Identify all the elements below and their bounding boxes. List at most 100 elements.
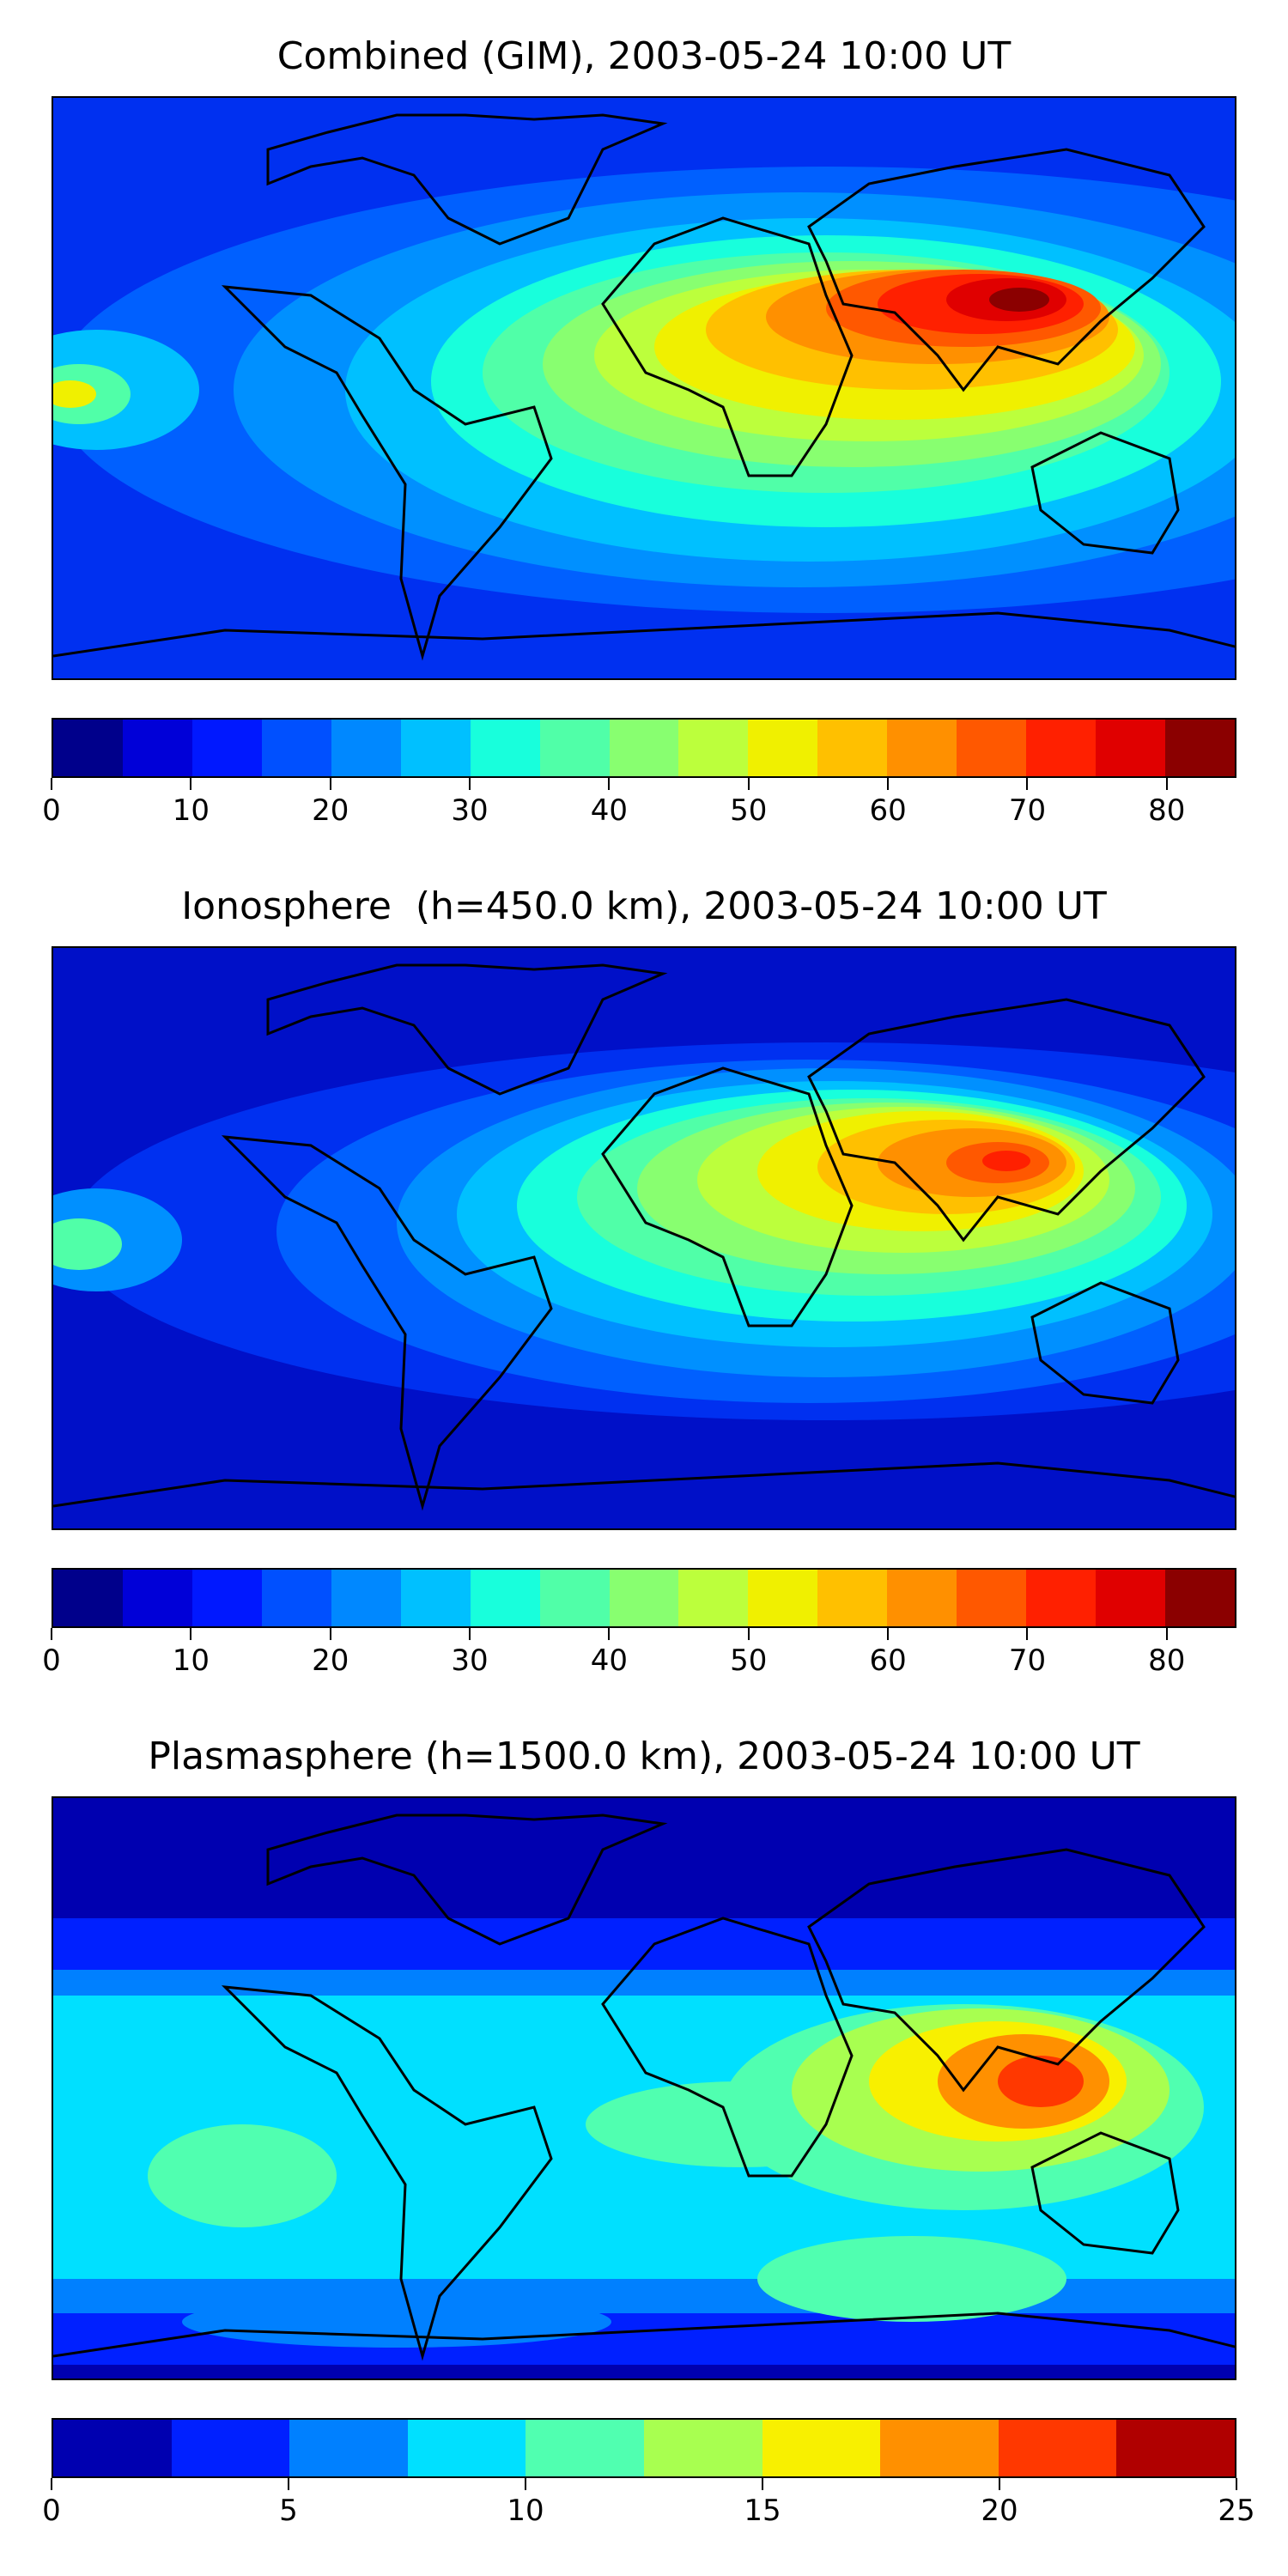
- colorbar-tick: [51, 2478, 52, 2490]
- colorbar-tick-label: 20: [312, 793, 349, 828]
- colorbar-tick-label: 40: [590, 1643, 629, 1678]
- colorbar-segment: [817, 1570, 888, 1626]
- colorbar-ionosphere: [52, 1568, 1236, 1628]
- colorbar-tick: [1165, 1628, 1168, 1640]
- colorbar-segment: [53, 2420, 172, 2476]
- map-plasmasphere: [52, 1796, 1236, 2380]
- colorbar-segment: [643, 2420, 762, 2476]
- colorbar-tick: [747, 1628, 750, 1640]
- colorbar-tick-label: 0: [42, 2494, 61, 2528]
- colorbar-tick-label: 80: [1148, 793, 1186, 828]
- colorbar-tick-label: 0: [42, 1643, 61, 1678]
- colorbar-tick: [525, 2478, 526, 2490]
- colorbar-segment: [678, 1570, 749, 1626]
- colorbar-segment: [191, 720, 262, 776]
- colorbar-tick: [762, 2478, 763, 2490]
- colorbar-tick-label: 70: [1008, 1643, 1047, 1678]
- colorbar-segment: [609, 720, 679, 776]
- colorbar-segment: [191, 1570, 262, 1626]
- colorbar-tick: [1026, 778, 1029, 790]
- coastline: [53, 113, 1235, 661]
- colorbar-segment: [400, 1570, 471, 1626]
- colorbar-plasmasphere: [52, 2418, 1236, 2478]
- colorbar-tick-label: 5: [279, 2494, 298, 2528]
- colorbar-tick: [747, 778, 750, 790]
- colorbar-segment: [1165, 720, 1235, 776]
- colorbar-tick: [1236, 2478, 1237, 2490]
- colorbar-segment: [122, 1570, 192, 1626]
- colorbar-segment: [171, 2420, 290, 2476]
- colorbar-segment: [539, 1570, 610, 1626]
- colorbar-segment: [817, 720, 888, 776]
- colorbar-segment: [678, 720, 749, 776]
- colorbar-tick-label: 50: [730, 793, 768, 828]
- colorbar-segment: [331, 720, 401, 776]
- colorbar-tick-label: 10: [172, 793, 210, 828]
- colorbar-segment: [470, 1570, 540, 1626]
- panel-title-plasmasphere: Plasmasphere (h=1500.0 km), 2003-05-24 1…: [148, 1735, 1140, 1778]
- colorbar-tick-label: 60: [869, 793, 907, 828]
- colorbar-combined: [52, 718, 1236, 778]
- colorbar-tick-label: 50: [730, 1643, 768, 1678]
- colorbar-tick: [190, 778, 192, 790]
- colorbar-tick: [51, 778, 52, 790]
- colorbar-segment: [880, 2420, 999, 2476]
- colorbar-tick: [887, 1628, 890, 1640]
- colorbar-tick-label: 20: [312, 1643, 349, 1678]
- colorbar-tick-label: 20: [981, 2494, 1018, 2528]
- colorbar-tick: [51, 1628, 52, 1640]
- colorbar-tick-label: 10: [507, 2494, 544, 2528]
- colorbar-tick-label: 30: [451, 1643, 489, 1678]
- colorbar-tick: [190, 1628, 192, 1640]
- colorbar-segment: [1026, 1570, 1097, 1626]
- colorbar-segment: [1165, 1570, 1235, 1626]
- colorbar-tick-label: 15: [744, 2494, 781, 2528]
- colorbar-segment: [122, 720, 192, 776]
- colorbar-segment: [539, 720, 610, 776]
- map-combined: [52, 96, 1236, 680]
- colorbar-segment: [526, 2420, 644, 2476]
- colorbar-tick-label: 25: [1218, 2494, 1255, 2528]
- colorbar-tick: [1165, 778, 1168, 790]
- colorbar-tick: [469, 1628, 471, 1640]
- colorbar-segment: [261, 720, 331, 776]
- colorbar-tick: [288, 2478, 289, 2490]
- map-ionosphere: [52, 946, 1236, 1530]
- panel-title-combined: Combined (GIM), 2003-05-24 10:00 UT: [276, 34, 1012, 78]
- colorbar-segment: [1116, 2420, 1235, 2476]
- colorbar-tick-label: 80: [1148, 1643, 1186, 1678]
- colorbar-segment: [53, 720, 123, 776]
- colorbar-tick-label: 0: [42, 793, 61, 828]
- colorbar-tick-label: 30: [451, 793, 489, 828]
- colorbar-segment: [609, 1570, 679, 1626]
- colorbar-segment: [748, 720, 818, 776]
- colorbar-tick: [1026, 1628, 1029, 1640]
- colorbar-segment: [1026, 720, 1097, 776]
- colorbar-segment: [762, 2420, 881, 2476]
- colorbar-segment: [1096, 720, 1165, 776]
- colorbar-segment: [998, 2420, 1117, 2476]
- colorbar-segment: [748, 1570, 818, 1626]
- colorbar-segment: [261, 1570, 331, 1626]
- colorbar-segment: [289, 2420, 408, 2476]
- colorbar-tick: [329, 1628, 331, 1640]
- colorbar-tick-label: 10: [172, 1643, 210, 1678]
- colorbar-tick-label: 60: [869, 1643, 907, 1678]
- colorbar-segment: [887, 1570, 957, 1626]
- panel-title-ionosphere: Ionosphere (h=450.0 km), 2003-05-24 10:0…: [181, 884, 1107, 928]
- colorbar-tick-label: 40: [590, 793, 629, 828]
- colorbar-tick: [887, 778, 890, 790]
- colorbar-segment: [957, 1570, 1027, 1626]
- colorbar-segment: [887, 720, 957, 776]
- colorbar-segment: [53, 1570, 123, 1626]
- colorbar-segment: [957, 720, 1027, 776]
- colorbar-segment: [400, 720, 471, 776]
- colorbar-segment: [331, 1570, 401, 1626]
- colorbar-tick-label: 70: [1008, 793, 1047, 828]
- colorbar-tick: [469, 778, 471, 790]
- colorbar-tick: [329, 778, 331, 790]
- colorbar-tick: [608, 1628, 611, 1640]
- colorbar-tick: [999, 2478, 1000, 2490]
- colorbar-segment: [1096, 1570, 1165, 1626]
- colorbar-segment: [470, 720, 540, 776]
